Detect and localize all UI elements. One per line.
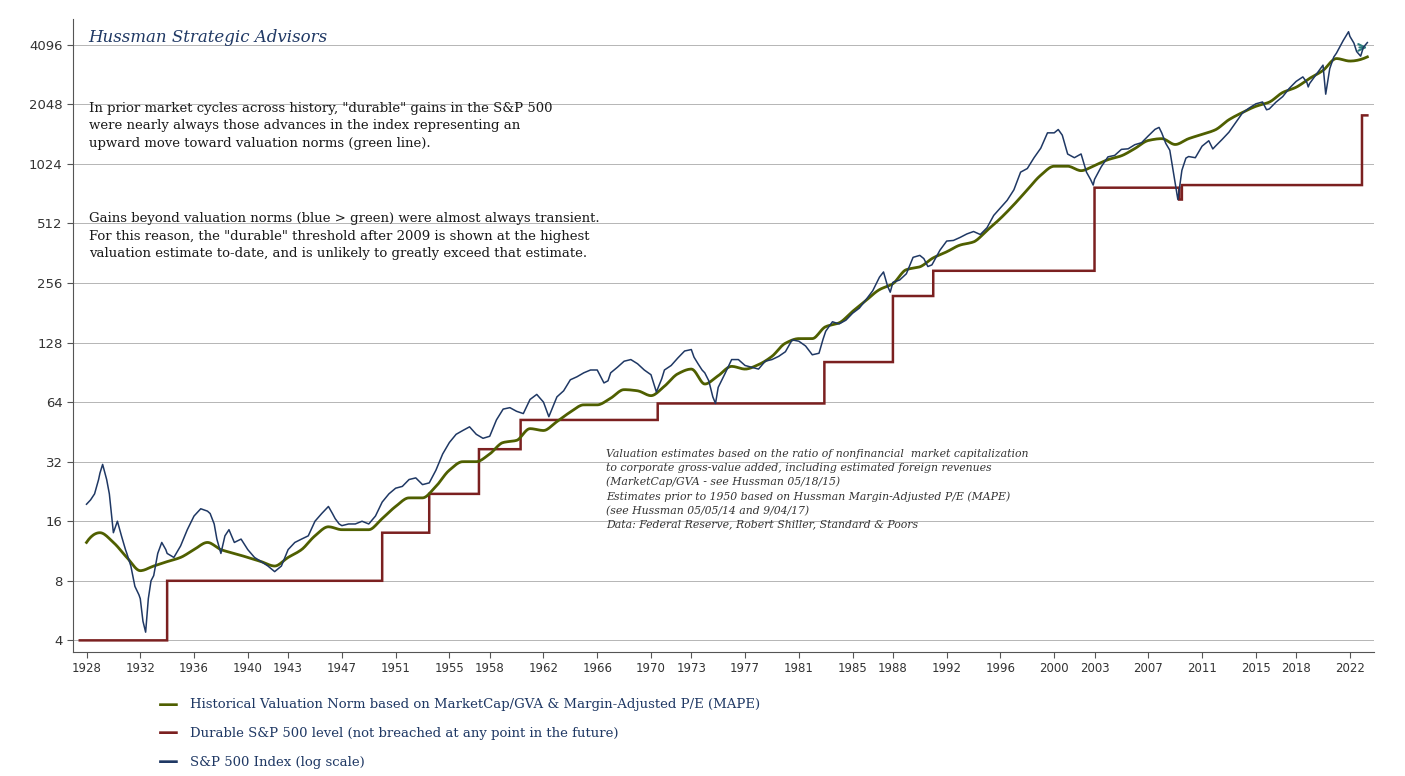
Text: Durable S&P 500 level (not breached at any point in the future): Durable S&P 500 level (not breached at a… <box>190 727 618 740</box>
Text: In prior market cycles across history, "durable" gains in the S&P 500
were nearl: In prior market cycles across history, "… <box>89 102 552 150</box>
Text: Valuation estimates based on the ratio of nonfinancial  market capitalization
to: Valuation estimates based on the ratio o… <box>607 449 1028 529</box>
Text: —: — <box>159 752 178 772</box>
Text: Historical Valuation Norm based on MarketCap/GVA & Margin-Adjusted P/E (MAPE): Historical Valuation Norm based on Marke… <box>190 698 760 711</box>
Text: —: — <box>159 723 178 743</box>
Text: —: — <box>159 695 178 715</box>
Text: Gains beyond valuation norms (blue > green) were almost always transient.
For th: Gains beyond valuation norms (blue > gre… <box>89 213 600 260</box>
Text: Hussman Strategic Advisors: Hussman Strategic Advisors <box>89 29 327 46</box>
Text: S&P 500 Index (log scale): S&P 500 Index (log scale) <box>190 756 364 768</box>
